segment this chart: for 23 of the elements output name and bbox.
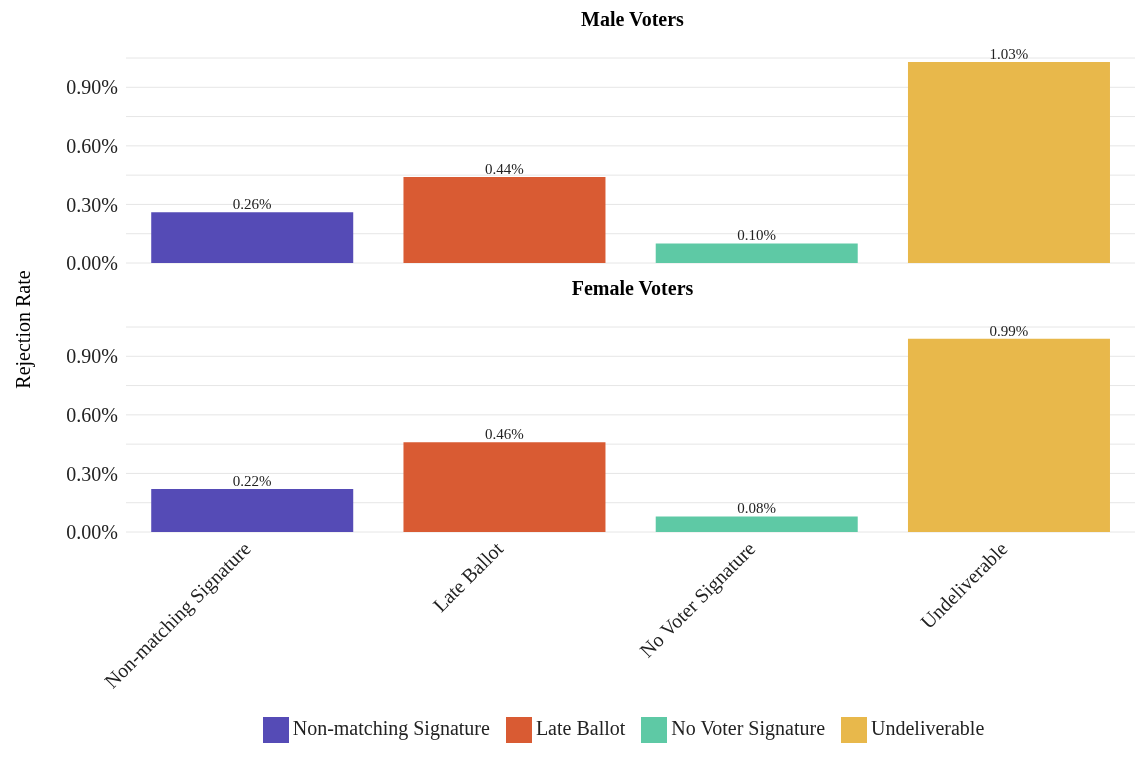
data-label: 0.44% <box>485 161 524 178</box>
data-label: 0.26% <box>232 196 272 213</box>
y-axis-title: Rejection Rate <box>11 269 35 391</box>
data-label: 0.22% <box>232 473 272 490</box>
legend-label: Non-matching Signature <box>292 717 490 739</box>
chart-title: Male Voters <box>580 8 685 32</box>
y-tick-label: 0.60% <box>66 134 118 157</box>
y-tick-label: 0.00% <box>66 252 118 275</box>
y-tick-label: 0.30% <box>66 462 118 485</box>
data-label: 0.99% <box>989 322 1029 339</box>
data-label: 0.10% <box>737 227 777 244</box>
data-label: 0.46% <box>485 426 524 443</box>
data-label: 0.08% <box>737 500 777 517</box>
chart-title: Female Voters <box>571 277 694 299</box>
y-tick-label: 0.90% <box>66 345 118 368</box>
legend-label: Undeliverable <box>871 717 985 739</box>
y-tick-label: 0.60% <box>66 403 118 426</box>
y-tick-label: 0.30% <box>66 193 118 216</box>
legend-label: No Voter Signature <box>671 717 826 739</box>
y-tick-label: 0.00% <box>66 521 118 544</box>
legend-label: Late Ballot <box>535 717 626 739</box>
data-label: 1.03% <box>989 45 1029 62</box>
y-tick-label: 0.90% <box>66 76 118 99</box>
